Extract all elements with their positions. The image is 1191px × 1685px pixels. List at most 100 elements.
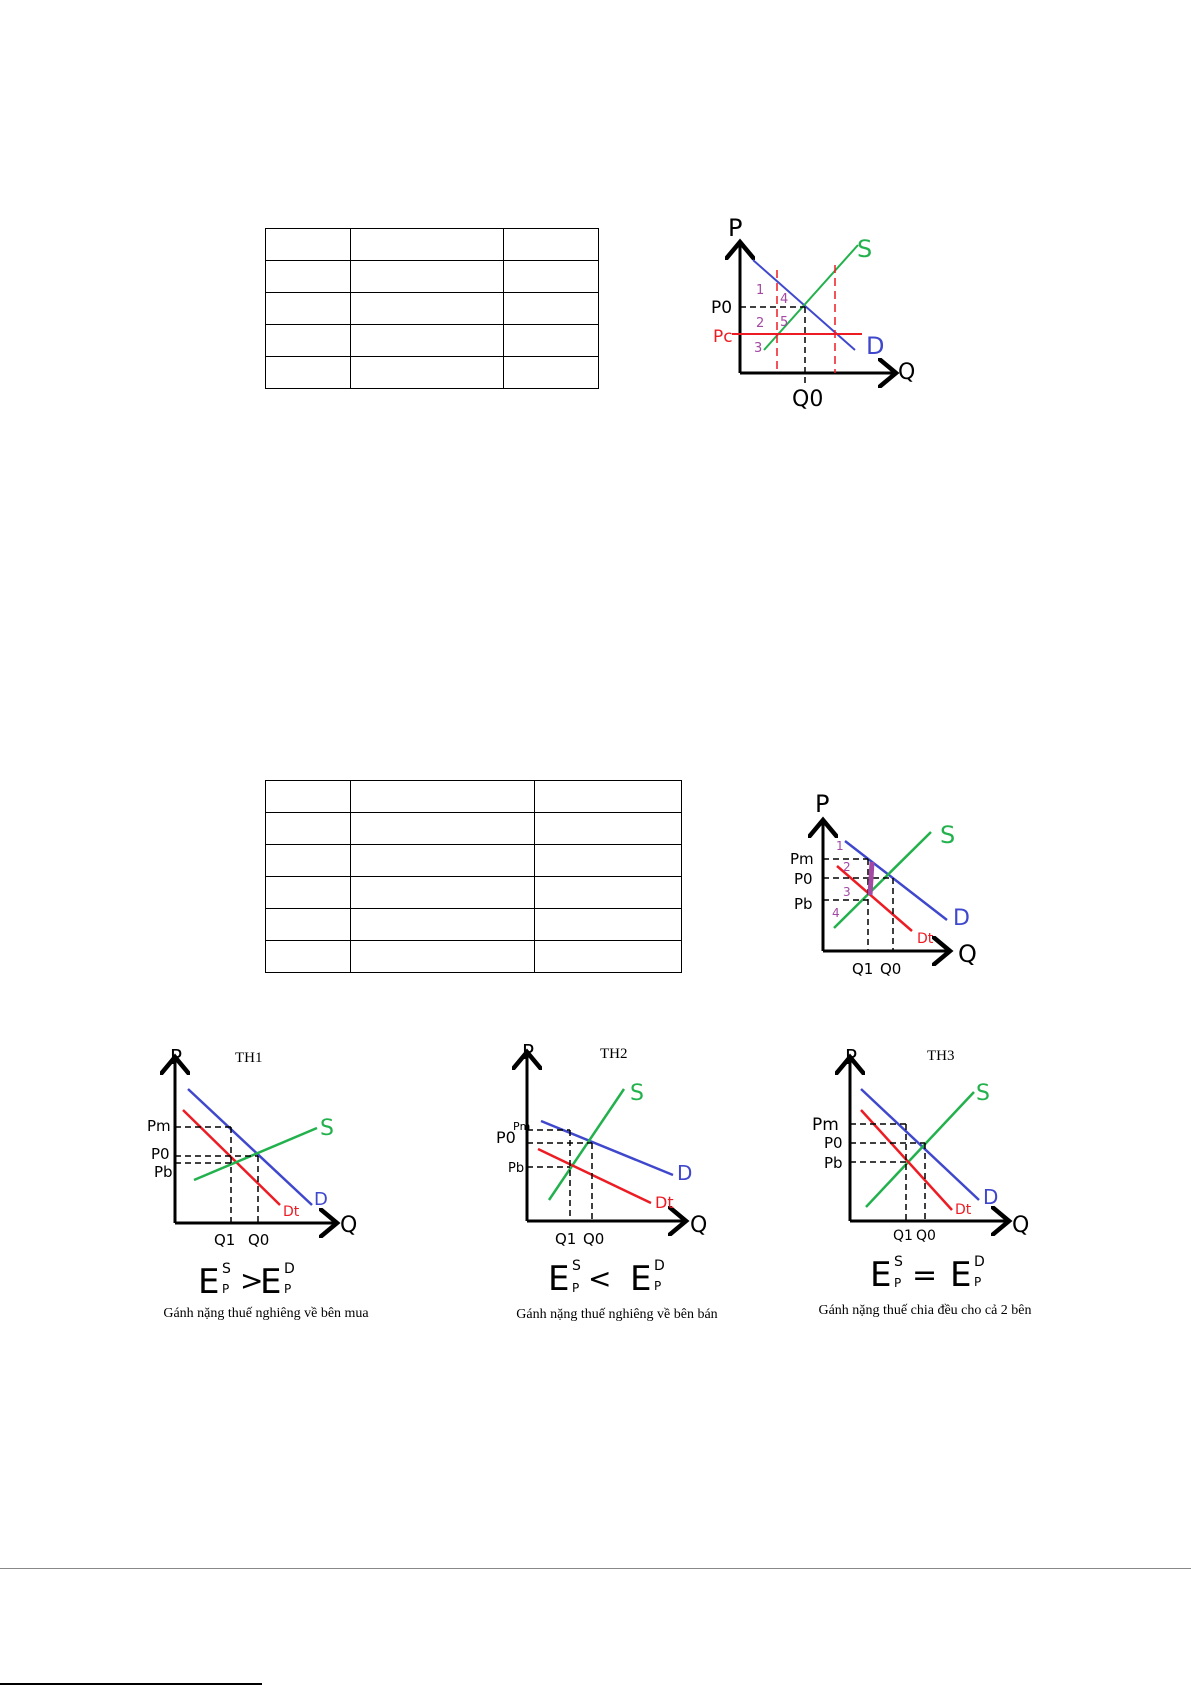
p0-label: P0 <box>794 870 813 888</box>
svg-text:E: E <box>870 1255 891 1295</box>
empty-table-2 <box>265 780 682 973</box>
region-1: 1 <box>836 839 844 853</box>
case-title: TH2 <box>600 1046 628 1062</box>
svg-text:P: P <box>572 1281 579 1295</box>
region-1: 1 <box>756 283 764 298</box>
tax-demand-line <box>537 1147 652 1205</box>
q-axis-label: Q <box>1012 1213 1029 1238</box>
q1-label: Q1 <box>555 1230 576 1248</box>
supply-label: S <box>940 821 955 849</box>
p0-label: P0 <box>496 1128 516 1147</box>
footer-divider <box>0 1568 1191 1569</box>
svg-text:P: P <box>974 1275 981 1289</box>
case-th1-diagram: P TH1 S D Dt Q Q1 Q0 Pm P0 Pb E S P > E … <box>147 1045 369 1321</box>
supply-line <box>193 1126 318 1182</box>
diagram-price-ceiling: P S D Q Q0 P0 Pc 1 2 3 4 5 <box>711 214 915 412</box>
tax-demand-label: Dt <box>655 1193 674 1212</box>
tax-demand-label: Dt <box>283 1204 300 1220</box>
q1-label: Q1 <box>852 960 873 978</box>
region-4: 4 <box>832 906 840 920</box>
dashed-guides <box>850 1123 926 1221</box>
demand-line <box>187 1088 313 1206</box>
demand-label: D <box>866 332 884 360</box>
tax-demand-label: Dt <box>955 1202 972 1218</box>
pb-label: Pb <box>154 1163 173 1181</box>
supply-line <box>865 1091 975 1208</box>
supply-line <box>833 831 932 929</box>
demand-label: D <box>677 1161 692 1185</box>
pc-label: Pc <box>713 327 733 347</box>
svg-text:S: S <box>222 1261 231 1277</box>
elasticity-formula: E S P > E D P <box>198 1261 295 1302</box>
svg-text:D: D <box>284 1261 295 1277</box>
q1-label: Q1 <box>214 1231 235 1249</box>
case-caption: Gánh nặng thuế nghiêng về bên bán <box>516 1307 717 1322</box>
svg-text:>: > <box>240 1264 263 1297</box>
supply-line <box>547 1088 626 1201</box>
demand-label: D <box>314 1189 328 1210</box>
bottom-edge-line <box>0 1683 262 1685</box>
case-caption: Gánh nặng thuế chia đều cho cả 2 bên <box>818 1303 1031 1318</box>
dashed-guides <box>175 1126 259 1223</box>
case-th2-diagram: P TH2 S D Dt Q Q1 Q0 Pm P0 Pb E S P < E … <box>496 1040 718 1322</box>
pm-label: Pm <box>790 850 814 868</box>
svg-text:P: P <box>654 1279 661 1293</box>
q-axis-label: Q <box>898 360 915 385</box>
case-caption: Gánh nặng thuế nghiêng về bên mua <box>163 1306 369 1321</box>
svg-text:E: E <box>548 1259 569 1299</box>
svg-text:<: < <box>588 1262 611 1295</box>
elasticity-formula: E S P < E D P <box>548 1258 665 1299</box>
svg-text:P: P <box>222 1282 229 1296</box>
p0-label: P0 <box>711 298 732 318</box>
supply-label: S <box>630 1081 644 1106</box>
p-axis-label: P <box>170 1045 182 1069</box>
svg-text:E: E <box>198 1262 219 1302</box>
region-2: 2 <box>756 316 764 331</box>
q0-label: Q0 <box>248 1231 269 1249</box>
elasticity-formula: E S P = E D P <box>870 1254 985 1295</box>
svg-text:E: E <box>630 1259 651 1299</box>
svg-text:E: E <box>950 1255 971 1295</box>
demand-label: D <box>953 906 970 931</box>
pm-label: Pm <box>147 1117 171 1135</box>
supply-line <box>763 244 859 351</box>
q-axis-label: Q <box>958 940 977 968</box>
dashed-guides <box>527 1129 593 1221</box>
region-4: 4 <box>780 292 788 307</box>
q0-label: Q0 <box>792 387 823 412</box>
svg-text:=: = <box>912 1258 937 1293</box>
svg-text:E: E <box>260 1262 281 1302</box>
q1-label: Q1 <box>893 1228 913 1244</box>
q-axis-label: Q <box>690 1213 707 1238</box>
svg-text:S: S <box>894 1254 903 1270</box>
empty-table-1 <box>265 228 599 389</box>
p-axis-label: P <box>845 1045 857 1069</box>
q0-label: Q0 <box>916 1228 936 1244</box>
pb-label: Pb <box>508 1161 524 1176</box>
demand-line <box>844 840 948 921</box>
p0-label: P0 <box>824 1134 843 1152</box>
case-th3-diagram: P TH3 S D Dt Q Q1 Q0 Pm P0 Pb E S P = E … <box>812 1045 1032 1318</box>
diagram-tax: P S D Dt Q Q1 Q0 Pm P0 Pb 1 2 3 4 <box>790 790 977 978</box>
q0-label: Q0 <box>880 960 901 978</box>
q-axis-label: Q <box>340 1213 357 1238</box>
p0-label: P0 <box>151 1145 170 1163</box>
pm-label: Pm <box>513 1120 530 1133</box>
demand-line <box>860 1088 980 1201</box>
svg-text:P: P <box>894 1276 901 1290</box>
region-3: 3 <box>843 885 851 899</box>
svg-text:D: D <box>974 1254 985 1270</box>
svg-text:D: D <box>654 1258 665 1274</box>
p-axis-label: P <box>728 214 742 242</box>
region-5: 5 <box>780 315 788 330</box>
supply-label: S <box>857 235 872 263</box>
case-title: TH3 <box>927 1048 955 1064</box>
demand-label: D <box>983 1185 998 1209</box>
supply-label: S <box>320 1116 334 1141</box>
case-title: TH1 <box>235 1050 263 1066</box>
pb-label: Pb <box>794 895 813 913</box>
supply-label: S <box>976 1081 990 1106</box>
svg-text:S: S <box>572 1258 581 1274</box>
pm-label: Pm <box>812 1115 839 1135</box>
p-axis-label: P <box>522 1040 534 1064</box>
